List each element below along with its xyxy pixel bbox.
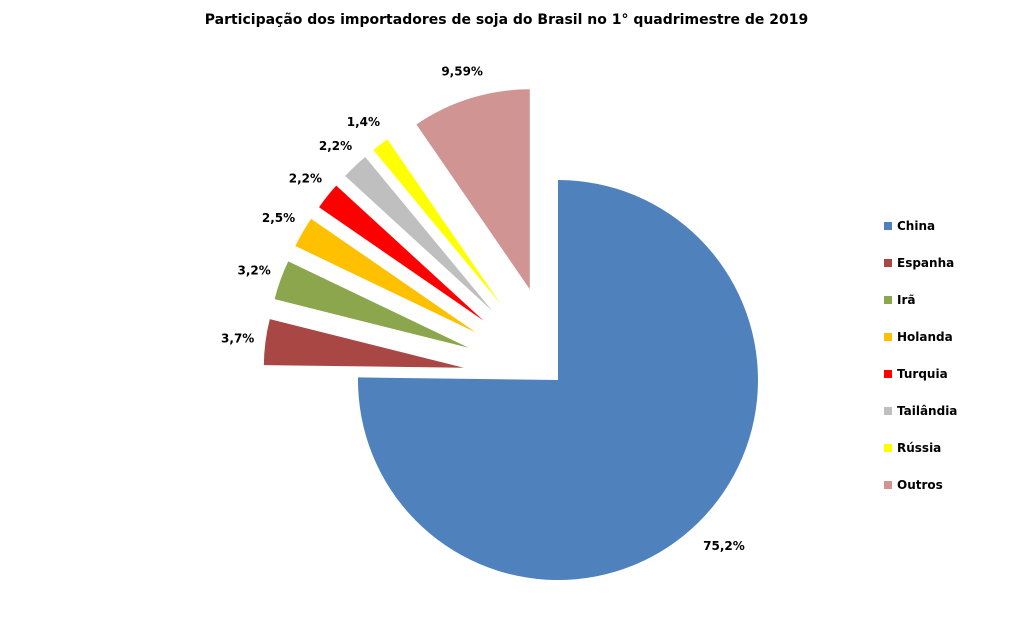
- pie-slice-rússia: [373, 139, 501, 305]
- legend-item: Tailândia: [884, 392, 957, 429]
- data-label: 3,7%: [221, 331, 254, 345]
- legend-swatch: [884, 369, 892, 378]
- chart-title: Participação dos importadores de soja do…: [204, 12, 809, 28]
- legend: China Espanha Irã Holanda Turquia Tailândia Rú…: [884, 207, 957, 503]
- legend-label: Tailândia: [897, 403, 958, 418]
- legend-item: Espanha: [884, 244, 957, 281]
- data-label: 2,2%: [319, 139, 352, 153]
- legend-swatch: [884, 332, 892, 341]
- legend-item: Outros: [884, 466, 957, 503]
- data-label: 9,59%: [441, 65, 483, 79]
- pie-slice-outros: [416, 89, 530, 290]
- legend-item: Turquia: [884, 355, 957, 392]
- legend-swatch: [884, 258, 892, 267]
- data-label: 1,4%: [347, 115, 380, 129]
- legend-swatch: [884, 406, 892, 415]
- legend-label: Turquia: [897, 366, 948, 381]
- legend-item: Rússia: [884, 429, 957, 466]
- pie-slice-turquia: [319, 185, 484, 321]
- legend-swatch: [884, 295, 892, 304]
- pie-slice-tailândia: [345, 156, 493, 312]
- data-label: 2,2%: [289, 172, 322, 186]
- legend-label: China: [897, 218, 936, 233]
- legend-label: Rússia: [897, 440, 942, 455]
- legend-item: China: [884, 207, 957, 244]
- legend-label: Irã: [897, 292, 916, 307]
- legend-item: Holanda: [884, 318, 957, 355]
- data-label: 2,5%: [262, 211, 295, 225]
- legend-label: Outros: [897, 477, 943, 492]
- pie-slice-china: [357, 180, 758, 581]
- data-label: 3,2%: [238, 263, 271, 277]
- pie-slice-irã: [274, 261, 469, 348]
- legend-item: Irã: [884, 281, 957, 318]
- legend-swatch: [884, 443, 892, 452]
- pie-slice-espanha: [263, 319, 464, 368]
- legend-swatch: [884, 480, 892, 489]
- legend-label: Espanha: [897, 255, 955, 270]
- pie-slice-holanda: [295, 218, 476, 333]
- data-label: 75,2%: [703, 539, 745, 553]
- legend-label: Holanda: [897, 329, 953, 344]
- legend-swatch: [884, 221, 892, 230]
